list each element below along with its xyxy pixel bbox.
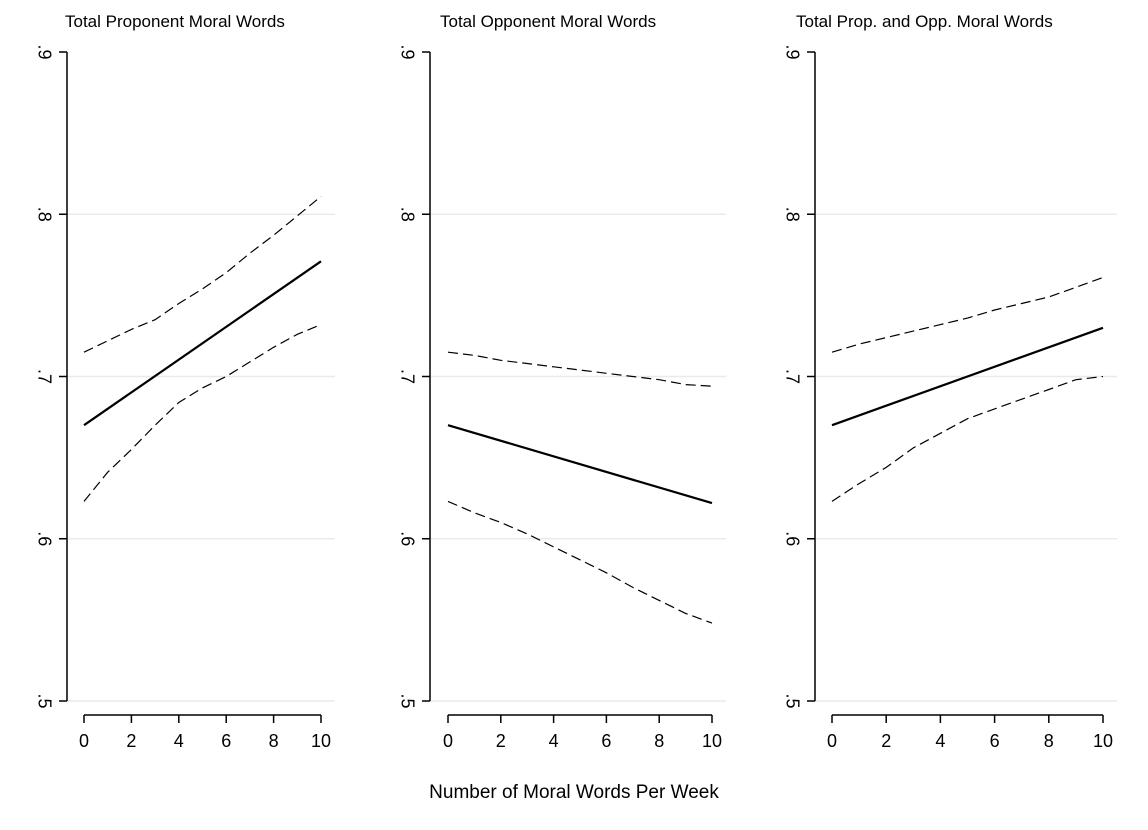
panel-3-ytick-label-4: .8 <box>782 207 802 222</box>
panel-2-ytick-label-5: .9 <box>397 44 417 59</box>
panel-2-ytick-label-1: .5 <box>397 693 417 708</box>
panel-1-xtick-label-1: 0 <box>79 731 89 751</box>
x-axis-title: Number of Moral Words Per Week <box>429 782 719 803</box>
panel-title-3: Total Prop. and Opp. Moral Words <box>796 12 1053 31</box>
panel-3-lower-ci-line <box>831 375 1104 502</box>
panel-3-xtick-label-1: 0 <box>827 731 837 751</box>
panel-2-fitted-line <box>447 424 713 505</box>
panel-2-xtick-label-4: 6 <box>601 731 611 751</box>
panel-1-ytick-label-5: .9 <box>34 44 54 59</box>
panel-title-1: Total Proponent Moral Words <box>65 12 285 31</box>
panel-1-xtick-label-2: 2 <box>126 731 136 751</box>
panel-2-xtick-label-6: 10 <box>702 731 722 751</box>
panel-1-ytick-label-1: .5 <box>34 693 54 708</box>
panel-2-upper-ci-line <box>447 351 713 387</box>
panel-1-xtick-label-3: 4 <box>174 731 184 751</box>
panel-3-ytick-label-5: .9 <box>782 44 802 59</box>
panel-1-ytick-label-2: .6 <box>34 531 54 546</box>
panel-2-xtick-label-5: 8 <box>654 731 664 751</box>
panel-2-lower-ci-line <box>447 500 713 624</box>
panel-1-upper-ci-line <box>83 195 322 353</box>
panel-2-xtick-label-2: 2 <box>496 731 506 751</box>
panel-3-xtick-label-5: 8 <box>1044 731 1054 751</box>
panel-3-fitted-line <box>831 326 1104 427</box>
panel-1-xtick-label-6: 10 <box>311 731 331 751</box>
panel-2-ytick-label-2: .6 <box>397 531 417 546</box>
panel-3-ytick-label-3: .7 <box>782 369 802 384</box>
panel-3-ytick-label-1: .5 <box>782 693 802 708</box>
panel-3-xtick-label-4: 6 <box>990 731 1000 751</box>
panel-2-xtick-label-3: 4 <box>549 731 559 751</box>
panel-2-xtick-label-1: 0 <box>443 731 453 751</box>
panel-1-ytick-label-4: .8 <box>34 207 54 222</box>
panel-1-fitted-line <box>83 260 322 427</box>
panel-2-ytick-label-3: .7 <box>397 369 417 384</box>
panel-3-xtick-label-2: 2 <box>881 731 891 751</box>
panel-3-xtick-label-6: 10 <box>1093 731 1113 751</box>
panel-2-ytick-label-4: .8 <box>397 207 417 222</box>
panel-3-upper-ci-line <box>831 276 1104 353</box>
panel-1-xtick-label-5: 8 <box>269 731 279 751</box>
panel-1-ytick-label-3: .7 <box>34 369 54 384</box>
panel-3-ytick-label-2: .6 <box>782 531 802 546</box>
panel-1-lower-ci-line <box>83 324 322 502</box>
panel-1-xtick-label-4: 6 <box>221 731 231 751</box>
panel-title-2: Total Opponent Moral Words <box>440 12 657 31</box>
panel-3-xtick-label-3: 4 <box>935 731 945 751</box>
